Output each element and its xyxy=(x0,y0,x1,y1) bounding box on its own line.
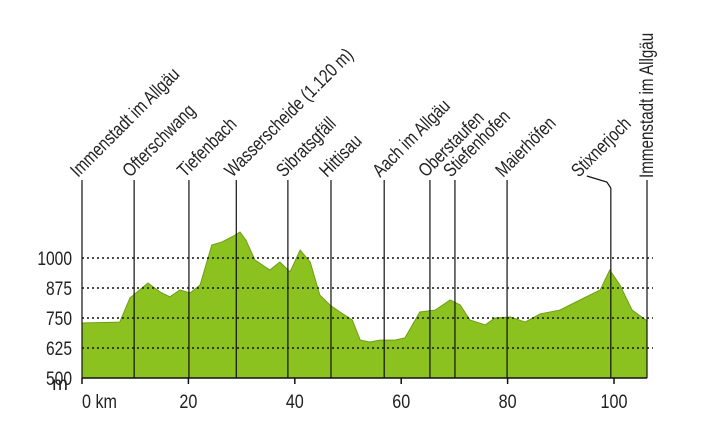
x-tick-label: 40 xyxy=(286,391,304,413)
y-tick-label: 1000 xyxy=(37,248,72,270)
marker-label: Immenstadt im Allgäu xyxy=(635,33,657,178)
x-tick-label: 80 xyxy=(499,391,517,413)
y-unit: m xyxy=(52,374,68,395)
x-tick-label: 100 xyxy=(601,391,628,413)
marker-label: Stixnerjoch xyxy=(566,112,635,181)
x-tick-label: 0 km xyxy=(82,391,117,413)
elevation-area xyxy=(81,231,648,379)
x-tick-label: 20 xyxy=(179,391,197,413)
y-tick-label: 500 xyxy=(46,368,72,390)
marker-leader xyxy=(586,175,612,189)
x-tick-label: 60 xyxy=(392,391,410,413)
y-tick-label: 750 xyxy=(46,308,72,330)
y-tick-label: 625 xyxy=(46,338,72,360)
y-tick-label: 875 xyxy=(46,278,72,300)
